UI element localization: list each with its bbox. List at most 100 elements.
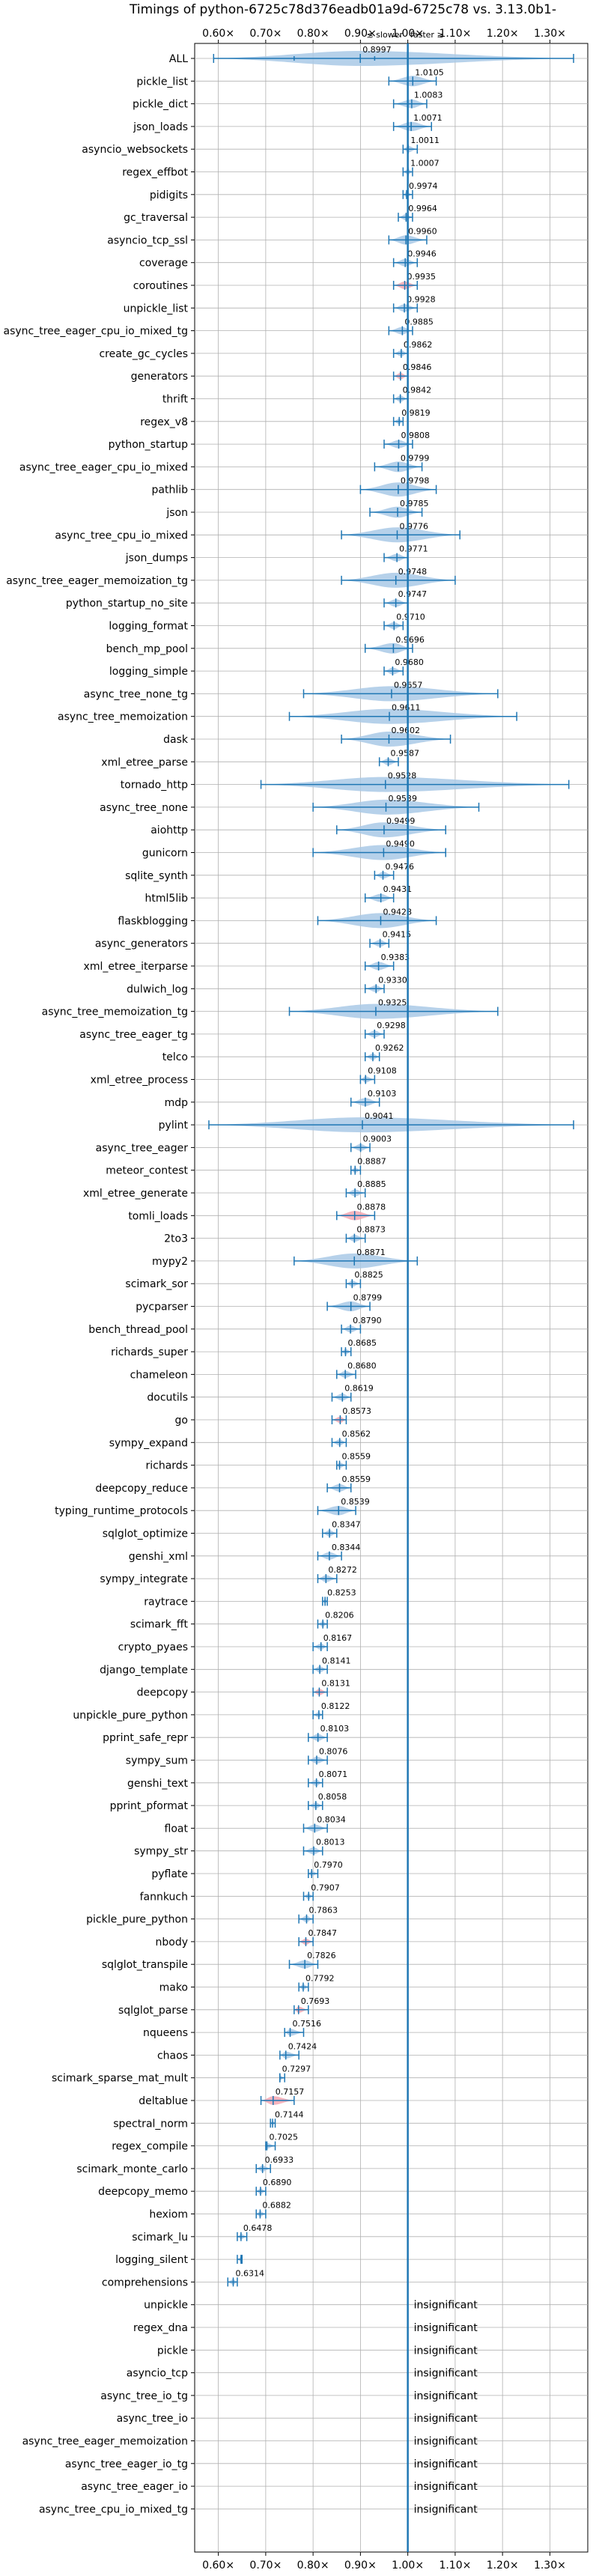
benchmark-label: flaskblogging	[118, 915, 188, 927]
benchmark-label: async_tree_memoization_tg	[42, 1006, 188, 1018]
value-label: 0.8013	[316, 1838, 345, 1847]
value-label: 0.9428	[383, 907, 412, 917]
slower-hint: ≲ slower	[366, 30, 403, 40]
value-label: 0.9415	[383, 930, 411, 940]
value-label: 0.7297	[282, 2065, 311, 2074]
value-label: 0.9771	[399, 544, 428, 554]
benchmark-label: asyncio_tcp_ssl	[107, 234, 188, 246]
faster-hint: faster ≳	[410, 30, 444, 40]
benchmark-label: pycparser	[136, 1301, 188, 1313]
insignificant-label: insignificant	[414, 2322, 478, 2334]
value-label: 0.9103	[368, 1089, 397, 1099]
benchmark-label: gc_traversal	[124, 212, 188, 224]
benchmark-label: scimark_sparse_mat_mult	[52, 2073, 188, 2085]
x-tick-label: 0.80×	[297, 2560, 329, 2572]
value-label: 0.8344	[332, 1543, 361, 1552]
benchmark-label: pickle_list	[136, 76, 188, 88]
value-label: 0.9928	[407, 294, 436, 304]
value-label: 0.7157	[276, 2087, 305, 2097]
value-label: 0.9964	[408, 204, 437, 213]
value-label: 1.0007	[410, 159, 440, 168]
value-label: 0.8885	[357, 1179, 386, 1189]
benchmark-label: pathlib	[152, 484, 189, 496]
benchmark-label: aiohttp	[150, 824, 188, 836]
benchmark-label: pprint_pformat	[110, 1800, 189, 1812]
benchmark-label: thrift	[162, 394, 189, 406]
benchmark-label: ALL	[169, 53, 188, 65]
value-label: 0.8253	[327, 1588, 356, 1597]
value-label: 0.9935	[407, 272, 437, 282]
benchmark-label: mdp	[165, 1097, 189, 1109]
value-label: 1.0083	[414, 91, 443, 100]
benchmark-label: asyncio_websockets	[82, 144, 188, 156]
value-label: 0.9611	[392, 703, 421, 713]
benchmark-label: django_template	[100, 1664, 188, 1676]
benchmark-label: pyflate	[151, 1868, 188, 1880]
grid	[195, 43, 588, 2552]
benchmark-label: sqlite_synth	[125, 870, 188, 882]
x-tick-label: 1.00×	[392, 2560, 424, 2572]
value-label: 0.9003	[363, 1134, 392, 1143]
benchmark-rows: ALL 0.8997 pickle_list 1.0105 pickle_dict 1.0…	[3, 45, 574, 2515]
value-label: 0.8347	[332, 1520, 361, 1530]
value-label: 0.9819	[401, 408, 431, 418]
benchmark-label: dask	[163, 734, 189, 746]
value-label: 0.8619	[344, 1384, 374, 1394]
value-label: 0.6314	[235, 2268, 264, 2278]
value-label: 0.8131	[321, 1679, 350, 1689]
benchmark-label: typing_runtime_protocols	[55, 1505, 188, 1517]
value-label: 0.9776	[399, 521, 428, 531]
benchmark-label: async_tree_eager_io	[81, 2481, 188, 2493]
benchmark-label: hexiom	[149, 2209, 188, 2221]
insignificant-label: insignificant	[414, 2345, 478, 2357]
benchmark-label: sqlglot_optimize	[103, 1528, 188, 1540]
insignificant-label: insignificant	[414, 2390, 478, 2402]
value-label: 0.9041	[365, 1111, 393, 1121]
value-label: 0.9298	[377, 1021, 406, 1030]
value-label: 0.9885	[404, 318, 434, 327]
benchmark-label: xml_etree_generate	[83, 1188, 188, 1200]
value-label: 0.9710	[396, 613, 425, 622]
value-label: 0.8559	[341, 1452, 371, 1462]
benchmark-label: logging_format	[109, 621, 188, 633]
benchmark-label: chaos	[157, 2050, 188, 2062]
benchmark-label: unpickle_list	[124, 303, 189, 315]
bottom-x-axis: 0.60× 0.70× 0.80× 0.90× 1.00× 1.10× 1.20× 1.30×	[202, 2552, 566, 2572]
value-label: 0.8034	[317, 1814, 346, 1824]
value-label: 0.8680	[347, 1361, 377, 1370]
benchmark-label: float	[165, 1823, 189, 1835]
benchmark-label: json_loads	[133, 121, 188, 133]
value-label: 0.7907	[311, 1883, 340, 1892]
value-label: 0.8562	[342, 1429, 371, 1439]
benchmark-label: 2to3	[164, 1233, 188, 1245]
benchmark-label: pprint_safe_repr	[103, 1732, 188, 1744]
value-label: 0.9974	[409, 181, 438, 191]
benchmark-label: mako	[159, 1982, 188, 1994]
benchmark-label: mypy2	[152, 1256, 188, 1268]
benchmark-label: scimark_sor	[125, 1278, 188, 1290]
value-label: 0.6890	[263, 2178, 292, 2187]
benchmark-label: scimark_monte_carlo	[76, 2163, 188, 2175]
value-label: 0.8887	[357, 1157, 386, 1167]
benchmark-label: crypto_pyaes	[118, 1641, 188, 1653]
value-label: 0.9108	[368, 1066, 397, 1076]
value-label: 0.8997	[362, 45, 392, 55]
benchmark-label: raytrace	[144, 1596, 188, 1608]
value-label: 0.9528	[388, 771, 417, 781]
benchmark-label: logging_simple	[109, 666, 188, 678]
value-label: 1.0105	[415, 67, 444, 77]
benchmark-label: xml_etree_process	[91, 1075, 188, 1087]
value-label: 0.8559	[341, 1474, 371, 1484]
benchmark-label: genshi_text	[127, 1778, 189, 1790]
benchmark-label: unpickle	[144, 2300, 188, 2312]
benchmark-label: pylint	[159, 1120, 189, 1131]
x-tick-label: 1.20×	[487, 2560, 519, 2572]
value-label: 0.8685	[347, 1338, 377, 1348]
value-label: 0.9539	[388, 794, 417, 804]
value-label: 0.9747	[398, 589, 428, 599]
value-label: 0.8539	[341, 1497, 370, 1507]
benchmark-label: logging_silent	[115, 2254, 188, 2266]
x-tick-label: 1.30×	[534, 28, 566, 40]
value-label: 0.9262	[375, 1043, 404, 1053]
